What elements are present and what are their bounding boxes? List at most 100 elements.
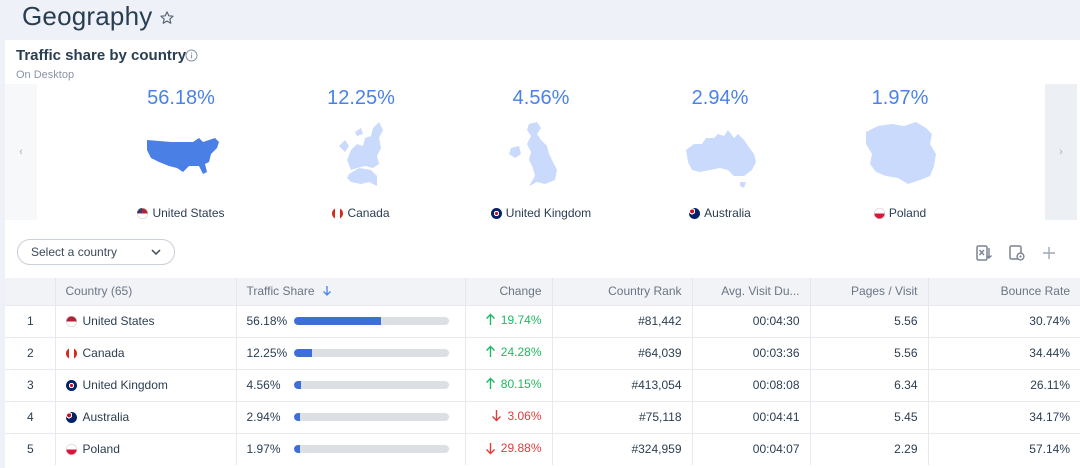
tile-country-label: Poland xyxy=(815,206,985,220)
australia-map-icon xyxy=(686,130,756,188)
carousel-next-button[interactable]: › xyxy=(1045,84,1077,220)
plus-icon[interactable] xyxy=(1040,244,1058,262)
change-value: 24.28% xyxy=(500,344,542,359)
traffic-share-value: 4.56% xyxy=(246,378,281,392)
traffic-share-bar-fill xyxy=(293,413,300,421)
traffic-share-card: Traffic share by country On Desktop ‹ 56… xyxy=(5,40,1080,468)
column-header-bounce-rate[interactable]: Bounce Rate xyxy=(928,278,1080,305)
carousel-prev-button[interactable]: ‹ xyxy=(5,84,37,220)
change-value: 3.06% xyxy=(507,408,542,423)
traffic-share-cell: 1.97% xyxy=(236,432,466,465)
change-cell: 80.15% xyxy=(465,368,553,401)
country-cell[interactable]: United Kingdom xyxy=(55,368,237,401)
country-cell[interactable]: United States xyxy=(55,304,237,337)
country-cell[interactable]: Canada xyxy=(55,336,237,369)
table-row[interactable]: 1 United States 56.18% 19.74% #81,442 00:04:3… xyxy=(5,304,1080,337)
info-icon[interactable] xyxy=(185,49,198,62)
traffic-share-cell: 2.94% xyxy=(236,400,466,433)
pages-per-visit-cell: 5.56 xyxy=(810,336,929,369)
uk-flag-icon xyxy=(490,207,502,219)
pages-per-visit-cell: 5.45 xyxy=(810,400,929,433)
canada-flag-icon xyxy=(332,207,344,219)
country-cell[interactable]: Poland xyxy=(55,432,237,465)
pages-per-visit-cell: 5.56 xyxy=(810,304,929,337)
change-cell: 29.88% xyxy=(465,432,553,465)
country-tile[interactable]: 4.56% United Kingdom xyxy=(456,84,626,220)
tile-percentage: 12.25% xyxy=(327,87,395,109)
bounce-rate-cell: 30.74% xyxy=(928,304,1080,337)
poland-map-icon xyxy=(866,122,936,184)
country-rank-cell: #81,442 xyxy=(552,304,693,337)
traffic-share-bar-fill xyxy=(293,349,313,357)
avg-visit-duration-cell: 00:03:36 xyxy=(692,336,811,369)
country-tile[interactable]: 2.94% Australia xyxy=(635,84,805,220)
column-header-avg-visit-duration[interactable]: Avg. Visit Du... xyxy=(692,278,811,305)
tile-percentage: 4.56% xyxy=(512,87,570,109)
bounce-rate-cell: 34.17% xyxy=(928,400,1080,433)
uk-map-icon xyxy=(509,122,557,186)
arrow-up-icon xyxy=(485,313,495,326)
table-header-row: Country (65) Traffic Share Change Countr… xyxy=(5,278,1080,305)
table-settings-icon[interactable] xyxy=(1008,244,1026,262)
tile-percentage: 1.97% xyxy=(871,87,929,109)
change-value: 80.15% xyxy=(500,376,542,391)
bounce-rate-cell: 57.14% xyxy=(928,432,1080,465)
country-tile[interactable]: 56.18% United States xyxy=(96,84,266,220)
australia-flag-icon xyxy=(689,207,701,219)
tile-percentage: 56.18% xyxy=(147,87,215,109)
traffic-share-value: 1.97% xyxy=(246,442,281,457)
tile-country-label: United States xyxy=(96,206,266,220)
traffic-share-bar-fill xyxy=(293,317,381,325)
select-country-dropdown[interactable]: Select a country xyxy=(17,239,175,265)
table-row[interactable]: 3 United Kingdom 4.56% 80.15% #413,054 00:08:… xyxy=(5,368,1080,401)
uk-flag-icon xyxy=(65,379,77,391)
page-title: Geography xyxy=(22,1,153,31)
table-row[interactable]: 4 Australia 2.94% 3.06% #75,118 00:04:41 5.45 3… xyxy=(5,400,1080,433)
column-header-traffic-share[interactable]: Traffic Share xyxy=(236,278,466,305)
column-header-country[interactable]: Country (65) xyxy=(55,278,237,305)
canada-map-icon xyxy=(339,122,383,186)
us-flag-icon xyxy=(137,207,149,219)
chevron-down-icon xyxy=(151,249,161,256)
tile-country-label: Australia xyxy=(635,206,805,220)
country-rank-cell: #324,959 xyxy=(552,432,693,465)
usa-map-icon xyxy=(147,138,219,174)
change-value: 19.74% xyxy=(500,312,542,327)
table-row[interactable]: 2 Canada 12.25% 24.28% #64,039 00:03:36 5.56 34… xyxy=(5,336,1080,369)
chevron-right-icon: › xyxy=(1059,146,1063,158)
country-rank-cell: #413,054 xyxy=(552,368,693,401)
traffic-share-value: 2.94% xyxy=(246,410,281,424)
column-header-pages-per-visit[interactable]: Pages / Visit xyxy=(810,278,929,305)
country-tile[interactable]: 12.25% Canada xyxy=(276,84,446,220)
table-row[interactable]: 5 Poland 1.97% 29.88% #324,959 00:04:07 2.29 57… xyxy=(5,432,1080,465)
change-value: 29.88% xyxy=(500,441,542,455)
change-cell: 3.06% xyxy=(465,400,553,433)
tile-percentage: 2.94% xyxy=(691,87,749,109)
row-index: 1 xyxy=(5,304,56,337)
tile-country-name: United States xyxy=(152,206,225,220)
traffic-share-bar-fill xyxy=(293,445,300,454)
country-name: Canada xyxy=(82,346,125,360)
tile-country-name: Poland xyxy=(888,206,927,220)
bounce-rate-cell: 34.44% xyxy=(928,336,1080,369)
avg-visit-duration-cell: 00:04:30 xyxy=(692,304,811,337)
traffic-share-bar xyxy=(293,317,449,325)
traffic-share-bar xyxy=(293,349,449,357)
country-cell[interactable]: Australia xyxy=(55,400,237,433)
card-subtitle: On Desktop xyxy=(16,69,75,81)
tile-country-name: United Kingdom xyxy=(505,206,592,220)
excel-download-icon[interactable] xyxy=(975,244,993,262)
traffic-share-bar xyxy=(293,381,449,389)
row-index: 5 xyxy=(5,432,56,465)
country-name: United States xyxy=(82,314,155,328)
chevron-left-icon: ‹ xyxy=(19,146,23,158)
poland-flag-icon xyxy=(65,443,77,455)
sort-arrow-down-icon xyxy=(322,286,331,297)
favorite-star-icon[interactable] xyxy=(159,10,175,26)
column-header-country-rank[interactable]: Country Rank xyxy=(552,278,693,305)
column-header-change[interactable]: Change xyxy=(465,278,553,305)
country-tile[interactable]: 1.97% Poland xyxy=(815,84,985,220)
traffic-share-bar xyxy=(293,413,449,421)
column-header-traffic-share-label: Traffic Share xyxy=(246,284,315,299)
traffic-share-value: 56.18% xyxy=(246,314,288,328)
